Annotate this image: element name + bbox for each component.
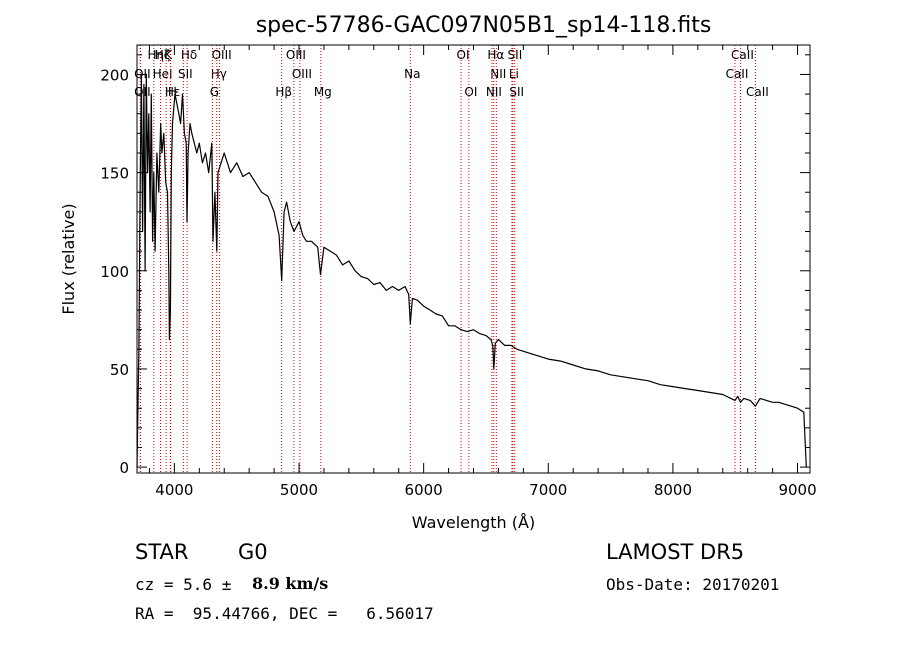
line-label: OIII (286, 48, 306, 62)
line-label: Hβ (275, 85, 292, 99)
line-label: Hγ (211, 67, 227, 81)
line-label: Li (509, 67, 519, 81)
line-label: SII (509, 85, 524, 99)
line-label: Hη (148, 48, 165, 62)
survey-name: LAMOST DR5 (606, 540, 745, 564)
line-label: Na (404, 67, 420, 81)
y-tick-label: 150 (100, 165, 129, 183)
line-label: SII (178, 67, 193, 81)
line-label: G (210, 85, 219, 99)
chart-title: spec-57786-GAC097N05B1_sp14-118.fits (256, 13, 712, 38)
y-axis-label: Flux (relative) (59, 203, 78, 314)
x-tick-label: 4000 (155, 481, 193, 499)
line-label: K (164, 48, 173, 62)
y-tick-label: 50 (110, 361, 129, 379)
coordinates: RA = 95.44766, DEC = 6.56017 (135, 604, 434, 623)
line-label: Hδ (181, 48, 197, 62)
line-label: CaII (746, 85, 769, 99)
line-label: OIII (212, 48, 232, 62)
plot-frame (136, 44, 811, 474)
spectral-subclass: G0 (238, 540, 268, 564)
line-label: NII (490, 67, 506, 81)
line-label: CaII (731, 48, 754, 62)
line-label: NII (486, 85, 502, 99)
x-tick-label: 5000 (280, 481, 318, 499)
x-axis-label: Wavelength (Å) (412, 513, 535, 532)
x-tick-label: 8000 (654, 481, 692, 499)
x-tick-label: 7000 (529, 481, 567, 499)
line-label: OIII (292, 67, 312, 81)
y-tick-label: 100 (100, 263, 129, 281)
cz-error: 8.9 km/s (252, 574, 329, 593)
line-label: Mg (314, 85, 332, 99)
x-tick-label: 9000 (778, 481, 816, 499)
spectrum-line (136, 73, 807, 468)
object-type: STAR (135, 540, 189, 564)
obs-date: Obs-Date: 20170201 (606, 575, 780, 594)
y-tick-label: 0 (119, 459, 129, 477)
line-label: OI (464, 85, 477, 99)
cz-label: cz = 5.6 ± (135, 575, 232, 594)
line-label: Hε (165, 85, 181, 99)
x-tick-label: 6000 (405, 481, 443, 499)
line-label: CaII (726, 67, 749, 81)
line-label: OI (457, 48, 470, 62)
line-label: H (168, 85, 177, 99)
y-tick-label: 200 (100, 66, 129, 84)
line-label: HeI (153, 67, 173, 81)
